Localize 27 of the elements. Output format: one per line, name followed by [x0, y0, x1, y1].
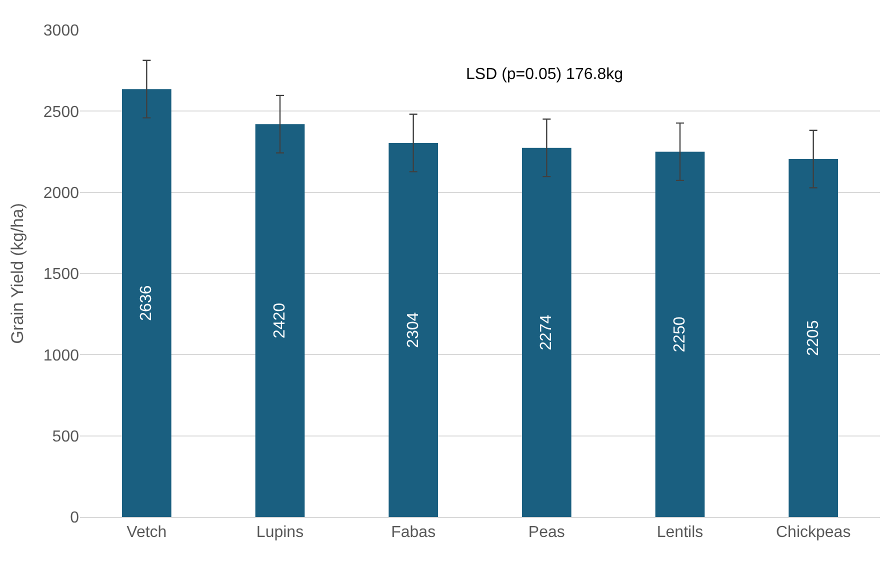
y-tick-label: 0: [70, 510, 80, 527]
bar: [655, 152, 705, 517]
bar: [255, 124, 305, 517]
data-label: 2205: [804, 320, 822, 356]
data-label: 2250: [672, 316, 688, 352]
y-tick-label: 3000: [43, 22, 80, 40]
y-axis-title: Grain Yield (kg/ha): [8, 203, 27, 344]
bar: [788, 159, 838, 517]
data-label: 2274: [538, 314, 556, 350]
x-tick-label: Chickpeas: [776, 524, 851, 542]
x-tick-label: Lentils: [656, 524, 704, 542]
y-tick-label: 2500: [43, 104, 80, 121]
x-tick-label: Lupins: [256, 524, 304, 542]
x-tick-label: Peas: [528, 524, 565, 542]
x-tick-label: Fabas: [391, 524, 436, 542]
y-tick-label: 1500: [43, 266, 80, 284]
data-label: 2636: [138, 285, 156, 321]
y-tick-label: 500: [52, 428, 80, 446]
data-label: 2304: [404, 312, 422, 348]
y-tick-label: 2000: [43, 184, 80, 202]
bar: [122, 89, 172, 517]
bar: [522, 148, 572, 517]
y-tick-label: 1000: [43, 347, 80, 364]
bar: [388, 142, 438, 517]
data-label: 2420: [272, 302, 288, 338]
x-tick-label: Vetch: [126, 524, 167, 542]
annotation: LSD (p=0.05) 176.8kg: [466, 66, 623, 83]
